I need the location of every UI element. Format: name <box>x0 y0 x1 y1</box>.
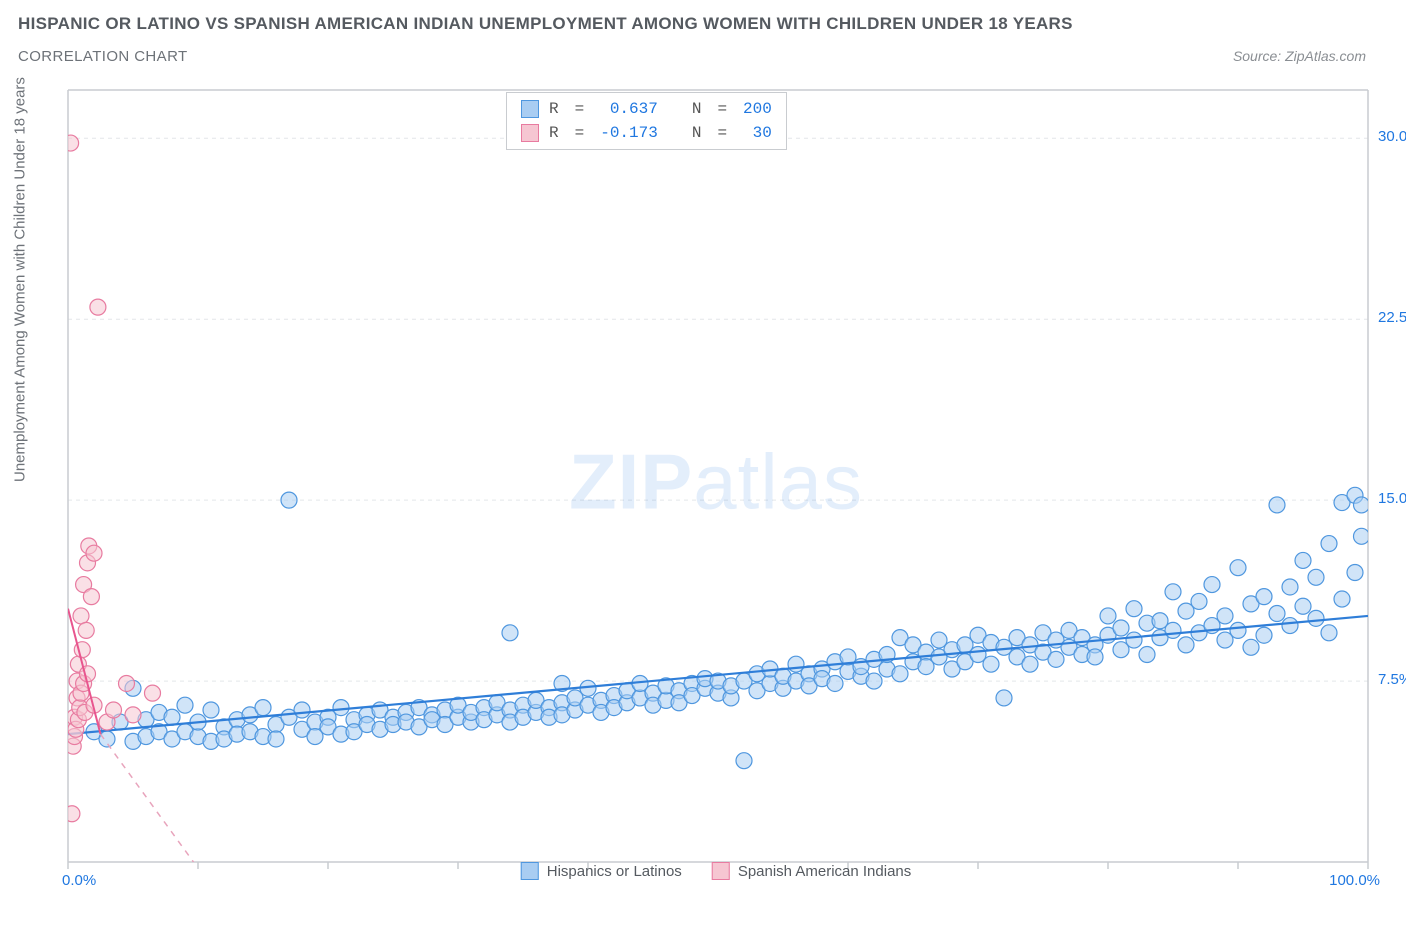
stats-r-label: R <box>549 97 559 121</box>
legend-swatch-icon <box>521 862 539 880</box>
legend-label: Spanish American Indians <box>738 863 911 880</box>
legend-swatch-icon <box>712 862 730 880</box>
stats-row: R = -0.173 N = 30 <box>521 121 772 145</box>
stats-r-value: -0.173 <box>600 121 658 145</box>
chart-subtitle: CORRELATION CHART <box>18 48 188 65</box>
legend-item-hispanics: Hispanics or Latinos <box>521 862 682 880</box>
stats-n-label: N <box>692 97 702 121</box>
chart-area: Unemployment Among Women with Children U… <box>50 82 1382 882</box>
stats-eq: = <box>717 97 727 121</box>
chart-container: HISPANIC OR LATINO VS SPANISH AMERICAN I… <box>0 0 1406 930</box>
x-tick-label: 0.0% <box>62 872 96 889</box>
y-tick-label: 22.5% <box>1378 309 1406 326</box>
stats-row: R = 0.637 N = 200 <box>521 97 772 121</box>
stats-eq: = <box>717 121 727 145</box>
legend: Hispanics or Latinos Spanish American In… <box>521 862 912 880</box>
title-block: HISPANIC OR LATINO VS SPANISH AMERICAN I… <box>0 0 1406 65</box>
x-tick-label: 100.0% <box>1329 872 1380 889</box>
y-tick-label: 7.5% <box>1378 671 1406 688</box>
chart-title: HISPANIC OR LATINO VS SPANISH AMERICAN I… <box>18 14 1386 34</box>
source-label: Source: ZipAtlas.com <box>1233 48 1386 64</box>
watermark-atlas: atlas <box>693 438 863 526</box>
stats-eq: = <box>575 97 585 121</box>
watermark: ZIPatlas <box>569 437 863 528</box>
watermark-zip: ZIP <box>569 438 693 526</box>
subtitle-row: CORRELATION CHART Source: ZipAtlas.com <box>18 48 1386 65</box>
legend-item-spanish-ai: Spanish American Indians <box>712 862 911 880</box>
stats-n-value: 30 <box>743 121 772 145</box>
stats-r-value: 0.637 <box>600 97 658 121</box>
stats-swatch-icon <box>521 100 539 118</box>
stats-n-label: N <box>692 121 702 145</box>
stats-n-value: 200 <box>743 97 772 121</box>
y-tick-label: 30.0% <box>1378 128 1406 145</box>
y-tick-label: 15.0% <box>1378 490 1406 507</box>
stats-eq: = <box>575 121 585 145</box>
stats-swatch-icon <box>521 124 539 142</box>
y-axis-label: Unemployment Among Women with Children U… <box>12 77 29 482</box>
legend-label: Hispanics or Latinos <box>547 863 682 880</box>
correlation-stats-box: R = 0.637 N = 200 R = -0.173 N = 30 <box>506 92 787 150</box>
stats-r-label: R <box>549 121 559 145</box>
